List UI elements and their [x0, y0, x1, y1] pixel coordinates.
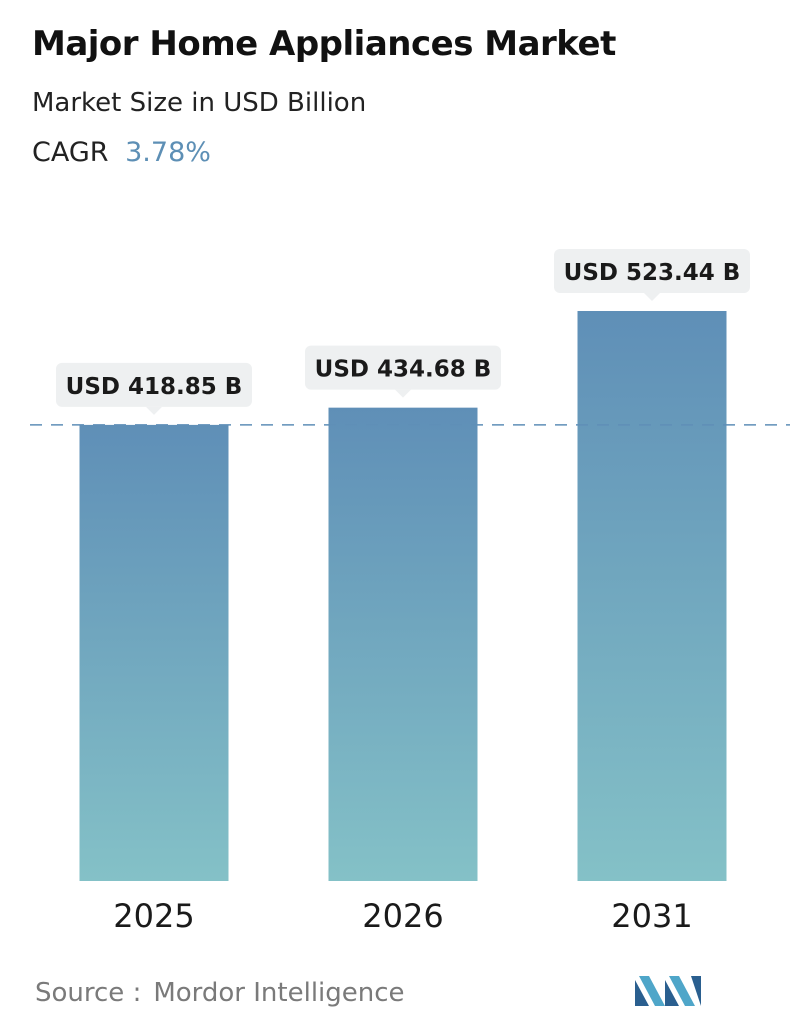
bar-2026 — [328, 407, 478, 881]
bar-2031 — [577, 311, 727, 881]
chart-title: Major Home Appliances Market — [32, 24, 616, 64]
value-label-bg — [56, 362, 252, 407]
value-label-text: USD 523.44 B — [564, 260, 741, 286]
x-tick-label-2031: 2031 — [611, 897, 692, 935]
bar-2025 — [79, 424, 229, 881]
value-label-pointer — [395, 389, 411, 398]
cagr-row: CAGR 3.78% — [32, 137, 211, 168]
value-label-bg — [554, 249, 750, 293]
value-label-2026: USD 434.68 B — [305, 345, 501, 398]
source-note: Source : Mordor Intelligence — [35, 978, 405, 1008]
value-label-2025: USD 418.85 B — [56, 362, 252, 415]
x-tick-label-2025: 2025 — [113, 897, 194, 935]
chart-subtitle: Market Size in USD Billion — [32, 88, 367, 118]
source-value: Mordor Intelligence — [153, 978, 405, 1008]
bar-chart: USD 418.85 B 2025 USD 434.68 B 2026 USD 523.… — [30, 249, 790, 935]
value-label-text: USD 434.68 B — [315, 357, 492, 383]
mordor-intelligence-logo-icon — [635, 976, 701, 1006]
value-label-bg — [305, 345, 501, 390]
value-label-2031: USD 523.44 B — [554, 249, 750, 301]
value-label-pointer — [644, 293, 660, 301]
value-label-text: USD 418.85 B — [66, 374, 243, 400]
cagr-label: CAGR — [32, 137, 109, 168]
x-tick-label-2026: 2026 — [362, 897, 443, 935]
source-label: Source : — [35, 978, 142, 1008]
cagr-value: 3.78% — [125, 137, 211, 168]
value-label-pointer — [146, 406, 162, 415]
